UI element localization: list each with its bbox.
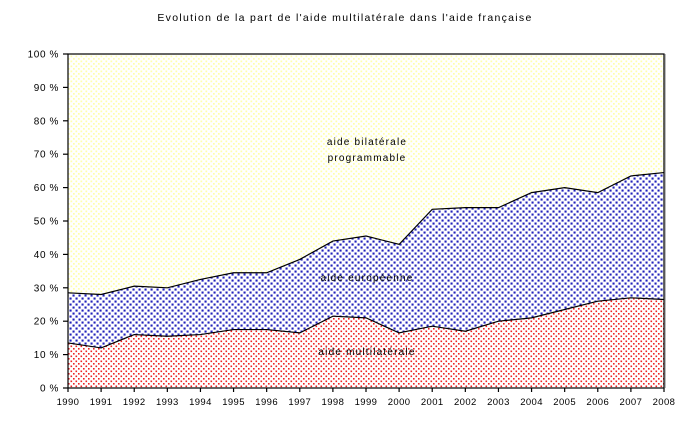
y-tick-label: 30 % xyxy=(34,283,59,294)
series-label: aide européenne xyxy=(320,273,413,284)
y-tick-label: 80 % xyxy=(34,116,59,127)
x-tick-label: 2005 xyxy=(553,397,576,408)
chart-title: Evolution de la part de l'aide multilaté… xyxy=(157,12,533,24)
x-tick-label: 2008 xyxy=(653,397,676,408)
x-tick-label: 2000 xyxy=(388,397,411,408)
x-tick-label: 2003 xyxy=(487,397,510,408)
x-tick-label: 1991 xyxy=(90,397,113,408)
y-tick-label: 70 % xyxy=(34,150,59,161)
x-tick-label: 1990 xyxy=(57,397,80,408)
y-tick-label: 90 % xyxy=(34,83,59,94)
y-tick-label: 60 % xyxy=(34,183,59,194)
y-tick-label: 10 % xyxy=(34,350,59,361)
y-tick-label: 100 % xyxy=(28,50,59,61)
x-tick-label: 1995 xyxy=(222,397,245,408)
boundary-line-1 xyxy=(67,297,665,349)
x-tick-label: 1997 xyxy=(288,397,311,408)
y-tick-label: 40 % xyxy=(34,250,59,261)
area-aide-bilaterale-programmable xyxy=(68,54,664,295)
x-tick-label: 1996 xyxy=(255,397,278,408)
series-label: aide multilatérale xyxy=(318,347,415,358)
area-aide-multilaterale xyxy=(68,297,664,388)
x-tick-label: 2001 xyxy=(421,397,444,408)
y-tick-label: 0 % xyxy=(40,384,59,395)
boundary-line-2 xyxy=(67,171,665,296)
x-tick-label: 2006 xyxy=(586,397,609,408)
x-tick-label: 2007 xyxy=(620,397,643,408)
x-tick-label: 2004 xyxy=(520,397,543,408)
series-label: programmable xyxy=(328,153,407,164)
x-tick-label: 2002 xyxy=(454,397,477,408)
x-tick-label: 1994 xyxy=(189,397,212,408)
series-label: aide bilatérale xyxy=(327,137,407,148)
y-tick-label: 50 % xyxy=(34,217,59,228)
x-tick-label: 1993 xyxy=(156,397,179,408)
x-tick-label: 1992 xyxy=(123,397,146,408)
x-tick-label: 1999 xyxy=(355,397,378,408)
x-tick-label: 1998 xyxy=(322,397,345,408)
area-aide-europeenne xyxy=(68,172,664,348)
y-tick-label: 20 % xyxy=(34,317,59,328)
